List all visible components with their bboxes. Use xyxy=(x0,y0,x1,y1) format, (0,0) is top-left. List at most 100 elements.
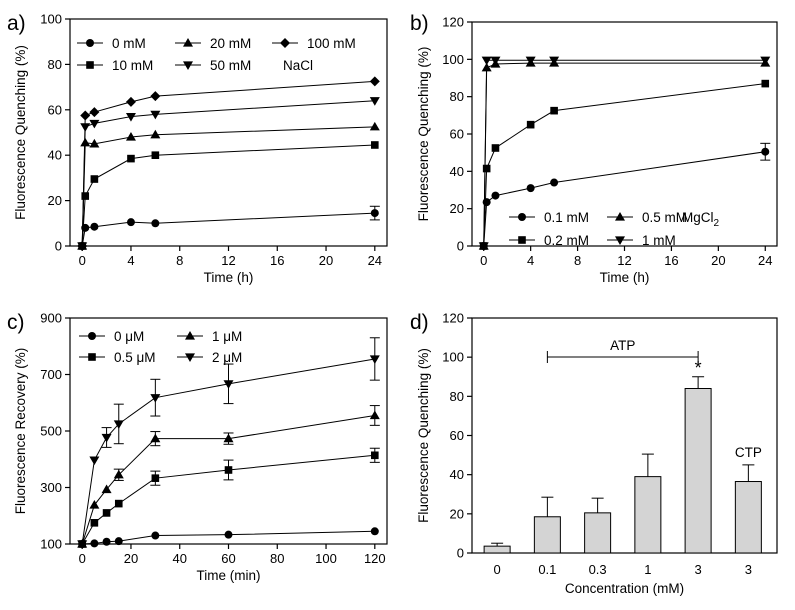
data-point xyxy=(150,433,161,443)
plot-frame xyxy=(471,317,778,554)
legend-marker xyxy=(86,61,94,69)
x-axis-label: Time (min) xyxy=(197,568,261,583)
series-50-mM xyxy=(77,97,380,251)
data-point xyxy=(371,451,379,460)
series-20-mM xyxy=(77,121,380,250)
y-tick-label: 20 xyxy=(450,506,464,521)
y-tick-label: 900 xyxy=(40,311,62,326)
data-point xyxy=(150,110,161,120)
panel-label: d) xyxy=(410,311,429,334)
legend-label: 0 μM xyxy=(114,329,144,344)
panel-label: c) xyxy=(7,311,25,334)
x-tick-label: 20 xyxy=(124,551,138,566)
legend-note: MgCl2 xyxy=(682,210,720,229)
y-tick-label: 100 xyxy=(442,350,464,365)
y-tick-label: 0 xyxy=(457,239,464,254)
data-point xyxy=(101,433,112,443)
data-point xyxy=(525,56,536,66)
atp-bracket-label: ATP xyxy=(610,338,635,353)
bar xyxy=(634,476,662,554)
bar xyxy=(684,388,712,554)
data-point xyxy=(549,56,560,66)
y-tick-label: 40 xyxy=(48,148,62,163)
legend-label: 1 mM xyxy=(642,233,676,248)
data-point xyxy=(369,355,380,364)
x-tick-label: 80 xyxy=(270,551,284,566)
data-point xyxy=(526,120,535,129)
legend-label: 0.5 mM xyxy=(642,210,687,225)
y-axis-label: Fluorescence Recovery (%) xyxy=(13,348,28,515)
series-line xyxy=(81,144,375,247)
legend-label: 10 mM xyxy=(112,58,153,73)
data-point xyxy=(125,132,136,141)
y-tick-label: 80 xyxy=(450,89,464,104)
series-0.1-mM xyxy=(479,142,771,250)
data-point xyxy=(491,191,500,200)
data-point xyxy=(761,147,770,156)
data-point xyxy=(127,154,135,163)
y-tick-label: 0 xyxy=(457,546,464,561)
panel-label: a) xyxy=(7,12,26,35)
y-axis-label: Fluorescence Quenching (%) xyxy=(13,45,28,220)
legend-label: 0 mM xyxy=(112,36,146,51)
data-point xyxy=(150,394,161,403)
y-tick-label: 0 xyxy=(55,239,62,254)
x-tick-label: 3 xyxy=(745,562,752,577)
x-tick-label: 24 xyxy=(368,253,382,268)
data-point xyxy=(77,540,88,549)
panel-c: 100 300 500 700 900 0 20 40 60 80 100 120 Time (min)… xyxy=(7,311,388,583)
data-point xyxy=(369,410,380,420)
data-point xyxy=(125,113,136,122)
x-tick-label: 8 xyxy=(574,253,581,268)
data-point xyxy=(113,420,124,429)
data-point xyxy=(150,91,161,102)
x-tick-label: 0 xyxy=(79,253,86,268)
data-point xyxy=(526,184,535,193)
y-tick-label: 60 xyxy=(48,102,62,117)
x-tick-label: 60 xyxy=(221,551,235,566)
x-axis-label: Concentration (mM) xyxy=(565,581,684,596)
data-point xyxy=(369,76,380,87)
x-tick-label: 0 xyxy=(480,253,487,268)
legend-marker xyxy=(86,39,94,47)
data-point xyxy=(371,141,379,149)
data-point xyxy=(223,380,234,389)
y-tick-label: 300 xyxy=(40,480,62,495)
x-tick-label: 3 xyxy=(694,562,701,577)
series-line xyxy=(483,59,766,247)
data-point xyxy=(81,192,90,200)
bar xyxy=(734,481,762,554)
data-point xyxy=(89,456,100,466)
data-point xyxy=(89,500,100,509)
data-point xyxy=(369,97,380,106)
data-point xyxy=(370,527,379,536)
x-tick-label: 20 xyxy=(319,253,333,268)
x-tick-label: 8 xyxy=(176,253,183,268)
legend-note: NaCl xyxy=(283,58,313,73)
series-10-mM xyxy=(78,141,379,250)
data-point xyxy=(90,539,99,548)
x-tick-label: 12 xyxy=(617,253,631,268)
data-point xyxy=(80,110,91,121)
legend-label: 50 mM xyxy=(210,58,251,73)
legend-label: 20 mM xyxy=(210,36,251,51)
data-point xyxy=(490,56,501,66)
y-tick-label: 100 xyxy=(40,12,62,27)
y-tick-label: 120 xyxy=(442,15,464,30)
x-tick-label: 4 xyxy=(527,253,534,268)
y-tick-label: 100 xyxy=(442,52,464,67)
x-tick-label: 40 xyxy=(172,551,186,566)
series-2-μM xyxy=(77,337,380,549)
panel-label: b) xyxy=(410,12,429,35)
data-point xyxy=(101,484,112,494)
data-point xyxy=(550,178,559,187)
legend: 0 μM 1 μM 0.5 μM 2 μM xyxy=(79,329,242,365)
data-point xyxy=(761,79,770,88)
data-point xyxy=(151,531,160,540)
legend-label: 0.1 mM xyxy=(544,210,589,225)
panel-d: 0 20 40 60 80 100 120 0 0.1 0.3 1 3 3 Concentration (… xyxy=(410,311,778,596)
x-tick-label: 4 xyxy=(127,253,134,268)
legend-label: 100 mM xyxy=(307,36,356,51)
x-axis-label: Time (h) xyxy=(600,270,650,285)
